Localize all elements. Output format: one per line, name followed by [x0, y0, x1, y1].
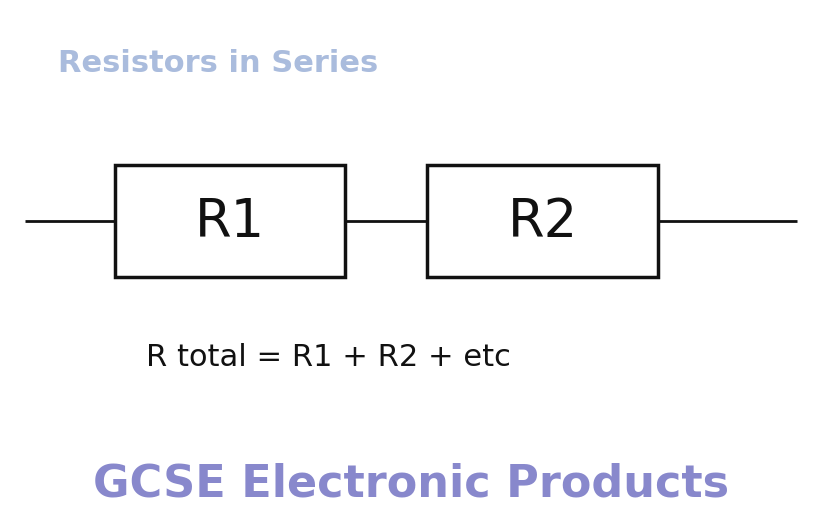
- Text: R2: R2: [507, 195, 578, 247]
- Bar: [115, 165, 345, 277]
- Text: GCSE Electronic Products: GCSE Electronic Products: [93, 462, 729, 505]
- Bar: [427, 165, 658, 277]
- Text: R total = R1 + R2 + etc: R total = R1 + R2 + etc: [146, 342, 511, 371]
- Text: Resistors in Series: Resistors in Series: [58, 49, 378, 78]
- Text: R1: R1: [195, 195, 266, 247]
